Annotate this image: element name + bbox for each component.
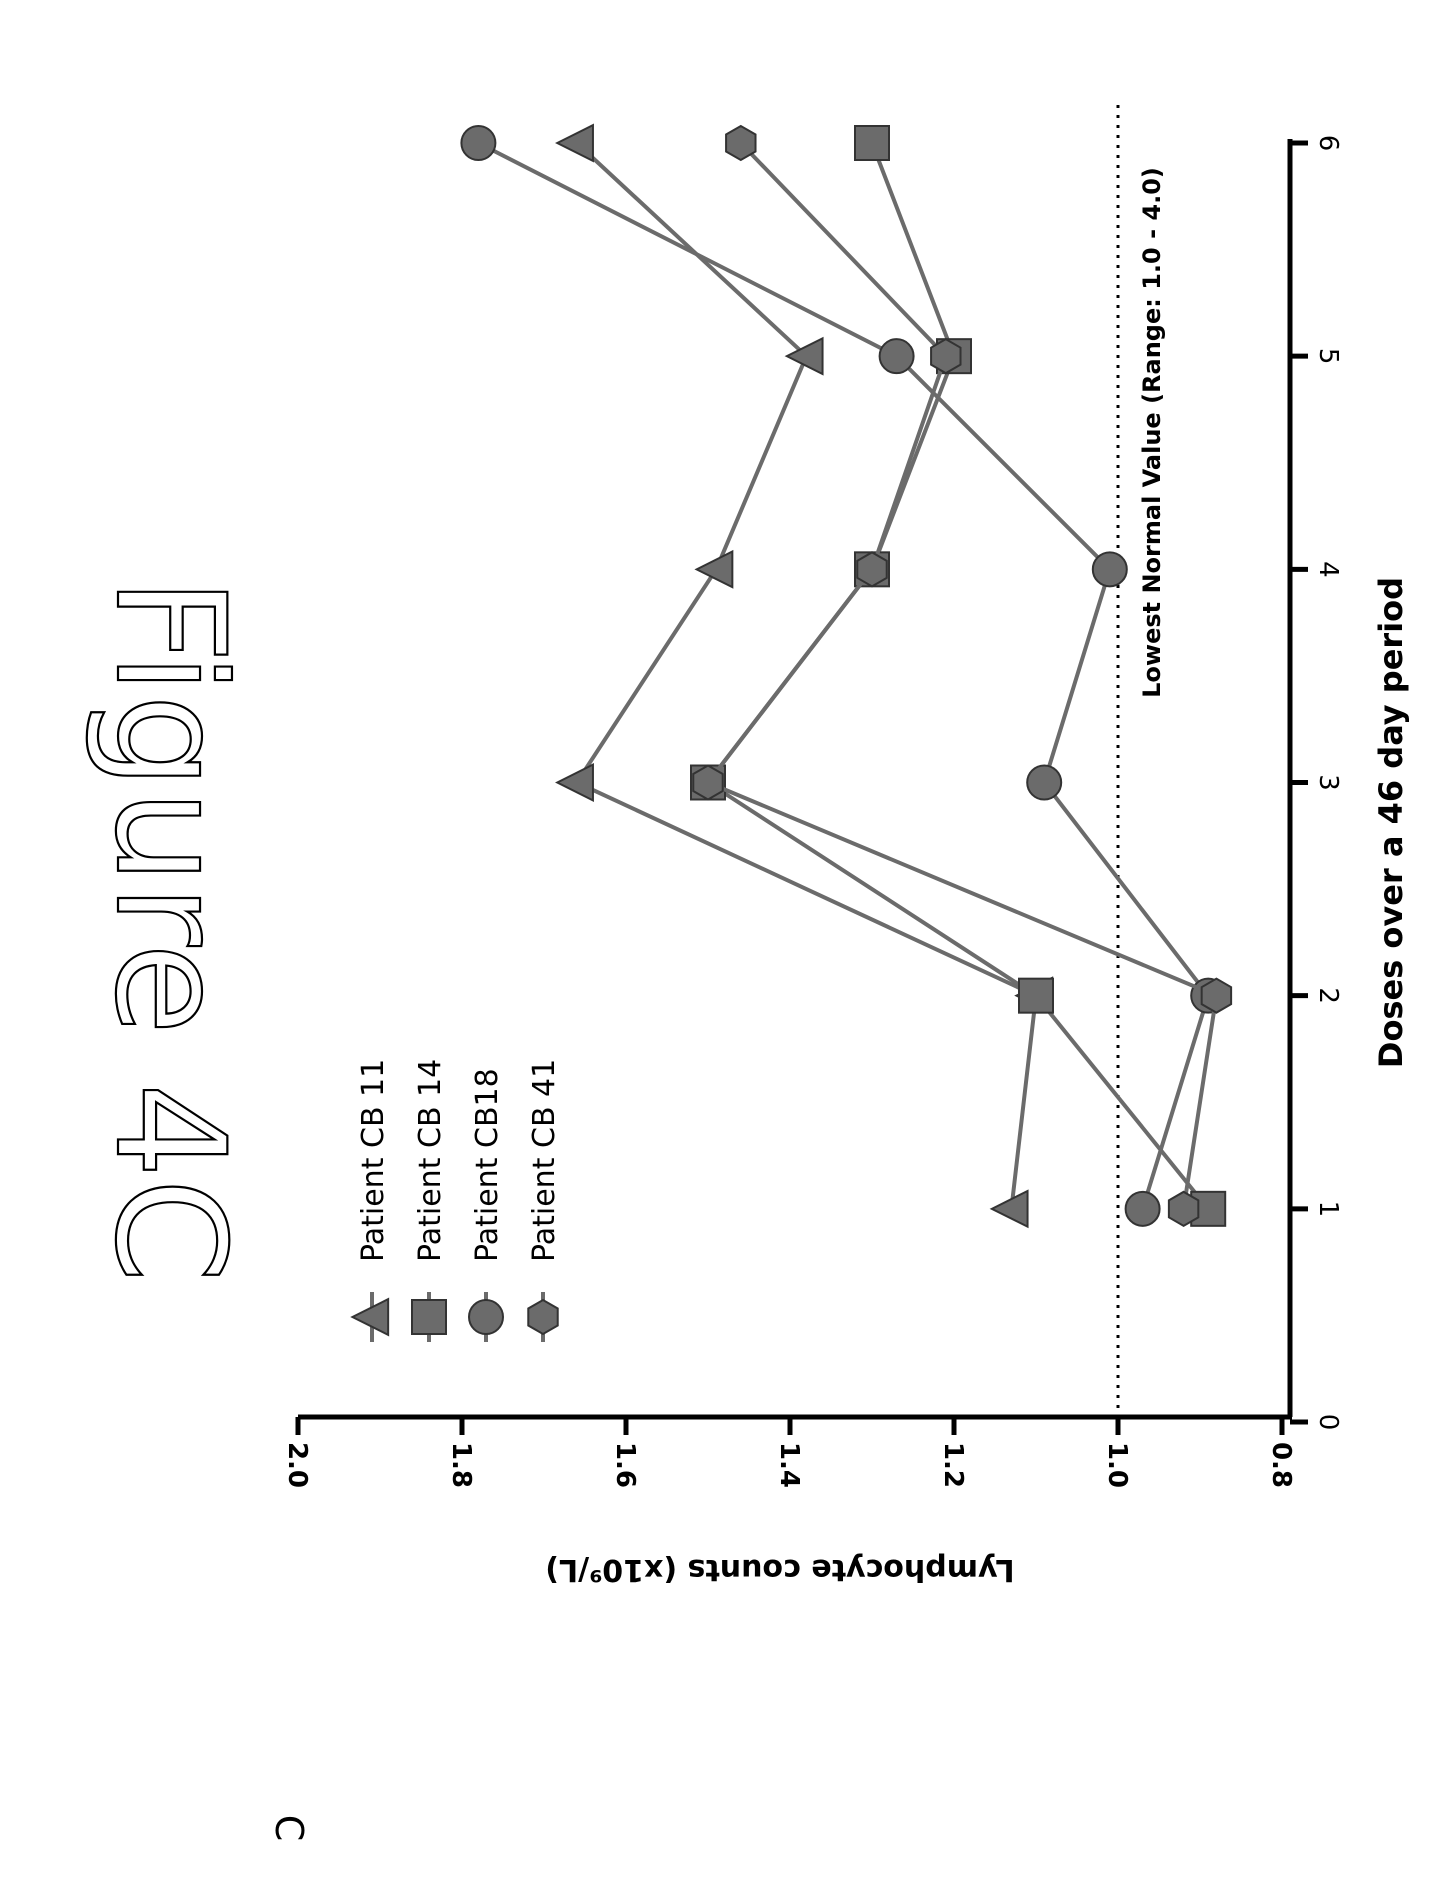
legend-label-patient-cb-14: Patient CB 14 <box>413 1059 448 1262</box>
plot-area: 0 1 2 3 4 5 6 0.8 1.0 1.2 1.4 1.6 1.8 2.0 Doses over a… <box>282 105 1410 1587</box>
data-point-patient-cb-14 <box>854 125 890 161</box>
figure-title: Figure 4C <box>82 577 256 1283</box>
x-tick-label: 1 <box>1313 1201 1343 1218</box>
x-tick-label: 2 <box>1313 987 1343 1004</box>
data-point-patient-cb-11 <box>694 549 734 589</box>
legend-label-patient-cb-41: Patient CB 41 <box>527 1059 562 1262</box>
data-point-patient-cb18 <box>1124 1190 1161 1227</box>
y-tick-label: 1.8 <box>446 1442 476 1488</box>
x-tick-label: 3 <box>1313 774 1343 791</box>
series-line-patient-cb-11 <box>573 141 1039 1210</box>
legend-label-patient-cb-11: Patient CB 11 <box>356 1059 391 1262</box>
legend-label-patient-cb18: Patient CB18 <box>470 1068 505 1262</box>
data-point-patient-cb18 <box>460 125 497 161</box>
x-tick-label: 6 <box>1313 135 1343 152</box>
x-tick-label: 5 <box>1313 348 1343 365</box>
legend-marker-patient-cb-14 <box>411 1299 447 1335</box>
y-axis-title: Lymphocyte counts (x10⁹/L) <box>545 1552 1014 1587</box>
data-point-patient-cb-41 <box>930 338 962 375</box>
y-tick-label: 1.2 <box>938 1442 968 1488</box>
data-point-patient-cb-41 <box>856 551 888 588</box>
y-tick-label: 1.0 <box>1102 1442 1132 1488</box>
data-point-patient-cb-11 <box>784 336 824 376</box>
data-point-patient-cb18 <box>1091 551 1128 588</box>
data-point-patient-cb-11 <box>555 123 594 163</box>
data-point-patient-cb18 <box>1026 764 1063 801</box>
y-tick-label: 0.8 <box>1266 1442 1296 1488</box>
data-point-patient-cb18 <box>878 338 915 375</box>
x-tick-label: 0 <box>1313 1414 1343 1431</box>
data-point-patient-cb-41 <box>692 764 724 801</box>
data-point-patient-cb-41 <box>1200 977 1233 1014</box>
y-tick-label: 1.6 <box>610 1442 640 1488</box>
data-point-patient-cb-41 <box>725 124 757 162</box>
y-tick-label: 1.4 <box>774 1442 804 1488</box>
data-point-patient-cb-11 <box>555 763 594 802</box>
legend-marker-patient-cb-41 <box>527 1298 559 1336</box>
legend-marker-patient-cb-11 <box>350 1297 390 1337</box>
series-line-patient-cb-41 <box>704 141 1219 1210</box>
panel-letter: C <box>267 1815 311 1842</box>
data-point-patient-cb-11 <box>989 1189 1029 1229</box>
x-axis-title: Doses over a 46 day period <box>1372 577 1410 1068</box>
series-line-patient-cb-14 <box>705 142 1210 1211</box>
data-point-patient-cb-41 <box>1167 1190 1200 1227</box>
data-point-patient-cb-14 <box>1018 977 1054 1014</box>
y-tick-label: 2.0 <box>282 1442 312 1488</box>
legend-marker-patient-cb18 <box>468 1299 504 1335</box>
x-tick-label: 4 <box>1313 561 1343 578</box>
reference-line-label: Lowest Normal Value (Range: 1.0 - 4.0) <box>1138 167 1166 698</box>
series-line-patient-cb18 <box>477 141 1211 1210</box>
